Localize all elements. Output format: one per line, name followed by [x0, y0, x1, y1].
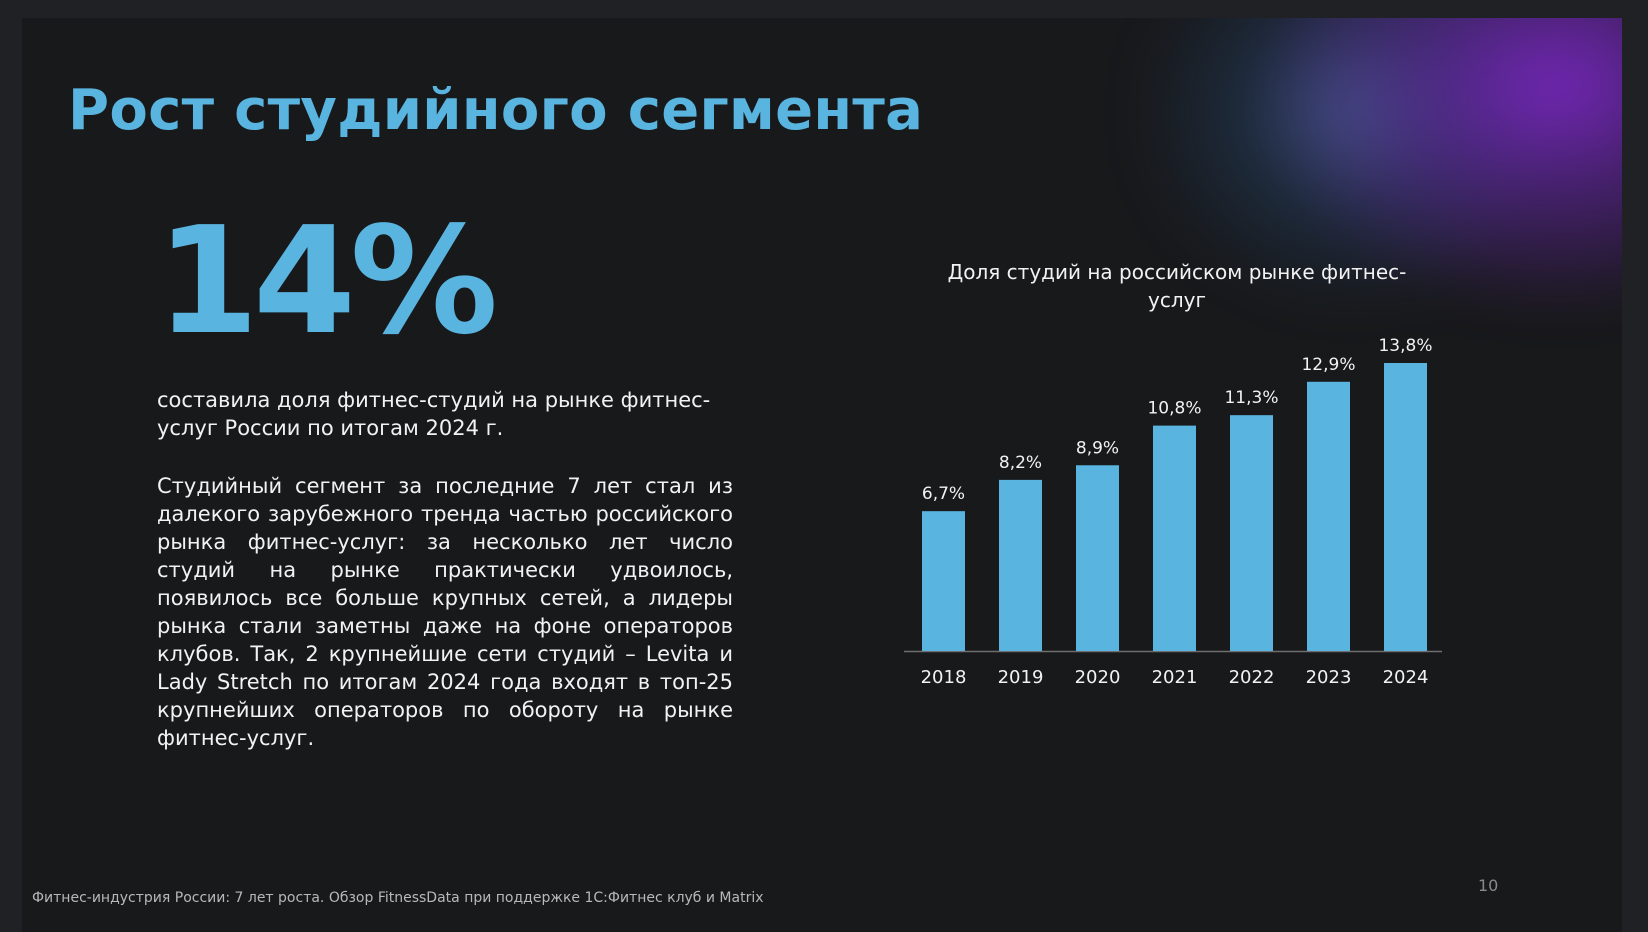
data-label-2022: 11,3% [1224, 388, 1278, 408]
bar-2023 [1307, 381, 1350, 651]
x-tick-label-2020: 2020 [1075, 667, 1121, 688]
bar-2021 [1153, 425, 1196, 651]
page-number: 10 [1478, 876, 1499, 895]
data-label-2021: 10,8% [1147, 399, 1201, 419]
bar-2018 [922, 511, 965, 651]
bar-2020 [1076, 465, 1119, 651]
chart-title: Доля студий на российском рынке фитнес-у… [947, 260, 1407, 312]
data-label-2023: 12,9% [1301, 355, 1355, 375]
bar-2019 [999, 479, 1042, 651]
x-tick-label-2022: 2022 [1229, 667, 1275, 688]
x-tick-label-2018: 2018 [921, 667, 967, 688]
data-label-2024: 13,8% [1378, 336, 1432, 356]
x-tick-label-2023: 2023 [1306, 667, 1352, 688]
x-tick-label-2024: 2024 [1383, 667, 1429, 688]
slide: Рост студийного сегмента 14% составила д… [22, 18, 1622, 932]
bar-2024 [1384, 363, 1427, 651]
highlight-caption: составила доля фитнес-студий на рынке фи… [157, 388, 711, 440]
data-label-2019: 8,2% [999, 453, 1042, 473]
footer-source: Фитнес-индустрия России: 7 лет роста. Об… [32, 890, 764, 906]
x-tick-label-2021: 2021 [1152, 667, 1198, 688]
data-label-2018: 6,7% [922, 484, 965, 504]
x-tick-label-2019: 2019 [998, 667, 1044, 688]
data-label-2020: 8,9% [1076, 438, 1119, 458]
bar-2022 [1230, 415, 1273, 651]
bar-chart: 6,7% 2018 8,2% 2019 8,9% 2020 10,8% 2021 11,3% 20… [904, 336, 1442, 688]
highlight-value: 14% [156, 195, 498, 367]
corner-gradient-glow [1142, 18, 1622, 398]
slide-title: Рост студийного сегмента [68, 78, 924, 143]
body-paragraph: Студийный сегмент за последние 7 лет ста… [157, 474, 733, 750]
